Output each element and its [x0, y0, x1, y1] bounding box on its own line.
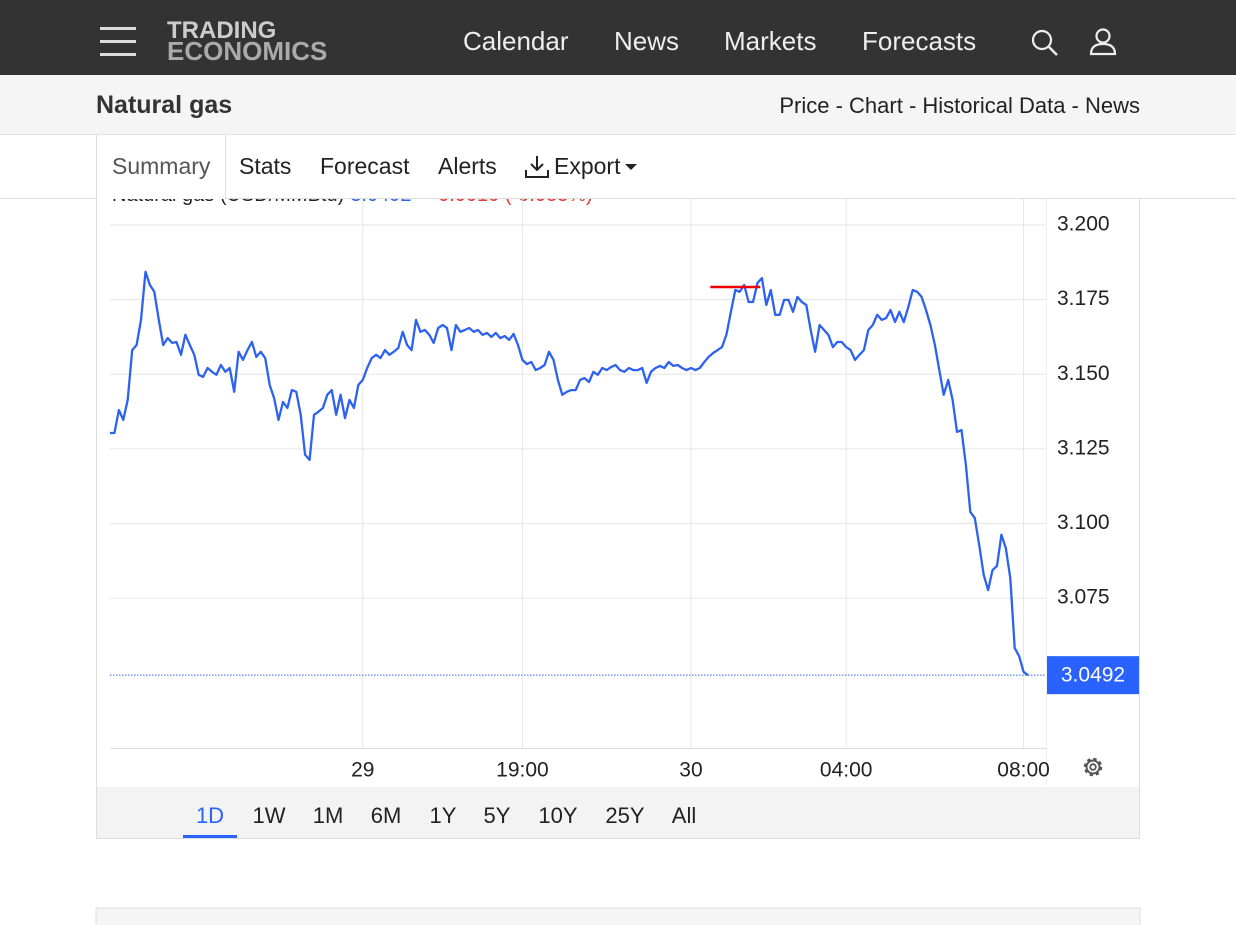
logo[interactable]: TRADING ECONOMICS — [167, 17, 328, 66]
y-tick-label: 3.100 — [1057, 511, 1110, 534]
tab[interactable]: Summary — [112, 153, 211, 179]
range-button[interactable]: 5Y — [484, 803, 511, 828]
tab[interactable]: Export — [554, 153, 621, 179]
x-tick-label: 04:00 — [820, 759, 873, 782]
user-icon[interactable] — [1089, 27, 1119, 57]
last-price-label: 3.0492 — [1061, 664, 1125, 687]
range-button[interactable]: 1D — [196, 803, 224, 828]
range-button[interactable]: 6M — [371, 803, 402, 828]
top-nav: TRADING ECONOMICS Calendar News Markets … — [0, 0, 1236, 75]
range-bar — [97, 787, 1139, 838]
tab[interactable]: Forecast — [320, 153, 410, 179]
y-tick-label: 3.075 — [1057, 586, 1110, 609]
sub-header: Natural gas Price - Chart - Historical D… — [0, 75, 1236, 135]
download-icon — [525, 156, 549, 178]
header-links[interactable]: Price - Chart - Historical Data - News — [779, 93, 1140, 118]
page-title: Natural gas — [96, 91, 233, 119]
search-icon[interactable] — [1030, 28, 1060, 58]
range-underline — [183, 835, 237, 838]
next-panel — [95, 907, 1141, 925]
price-line — [110, 270, 1029, 677]
range-button[interactable]: 10Y — [538, 803, 577, 828]
x-tick-label: 29 — [351, 759, 374, 782]
x-tick-label: 30 — [679, 759, 702, 782]
menu-button[interactable] — [98, 26, 138, 58]
tab[interactable]: Stats — [239, 153, 292, 179]
nav-link[interactable]: Forecasts — [862, 26, 977, 56]
range-button[interactable]: 1Y — [430, 803, 457, 828]
caret — [625, 164, 637, 170]
y-tick-label: 3.150 — [1057, 362, 1110, 385]
logo-line: TRADING — [167, 17, 277, 44]
y-tick-label: 3.175 — [1057, 287, 1110, 310]
last-price-tag — [1047, 656, 1139, 695]
settings-icon[interactable] — [1083, 757, 1103, 777]
range-button[interactable]: 1M — [313, 803, 344, 828]
y-tick-label: 3.125 — [1057, 436, 1110, 459]
nav-link[interactable]: Calendar — [463, 26, 569, 56]
nav-link[interactable]: Markets — [724, 26, 817, 56]
plot: 3.075 3.100 3.125 3.150 3.175 3.200 29 19:00 30 0… — [110, 197, 1139, 782]
active-tab[interactable] — [96, 135, 226, 199]
range-button[interactable]: 1W — [253, 803, 286, 828]
x-tick-label: 08:00 — [997, 759, 1050, 782]
range-button[interactable]: 25Y — [605, 803, 644, 828]
logo-line: ECONOMICS — [167, 36, 328, 66]
tab[interactable]: Alerts — [438, 153, 497, 179]
range-button[interactable]: All — [672, 803, 696, 828]
x-tick-label: 19:00 — [496, 759, 549, 782]
nav-link[interactable]: News — [614, 26, 680, 56]
y-tick-label: 3.200 — [1057, 213, 1110, 236]
tab-bar: Summary Stats Forecast Alerts Export — [0, 135, 1236, 199]
